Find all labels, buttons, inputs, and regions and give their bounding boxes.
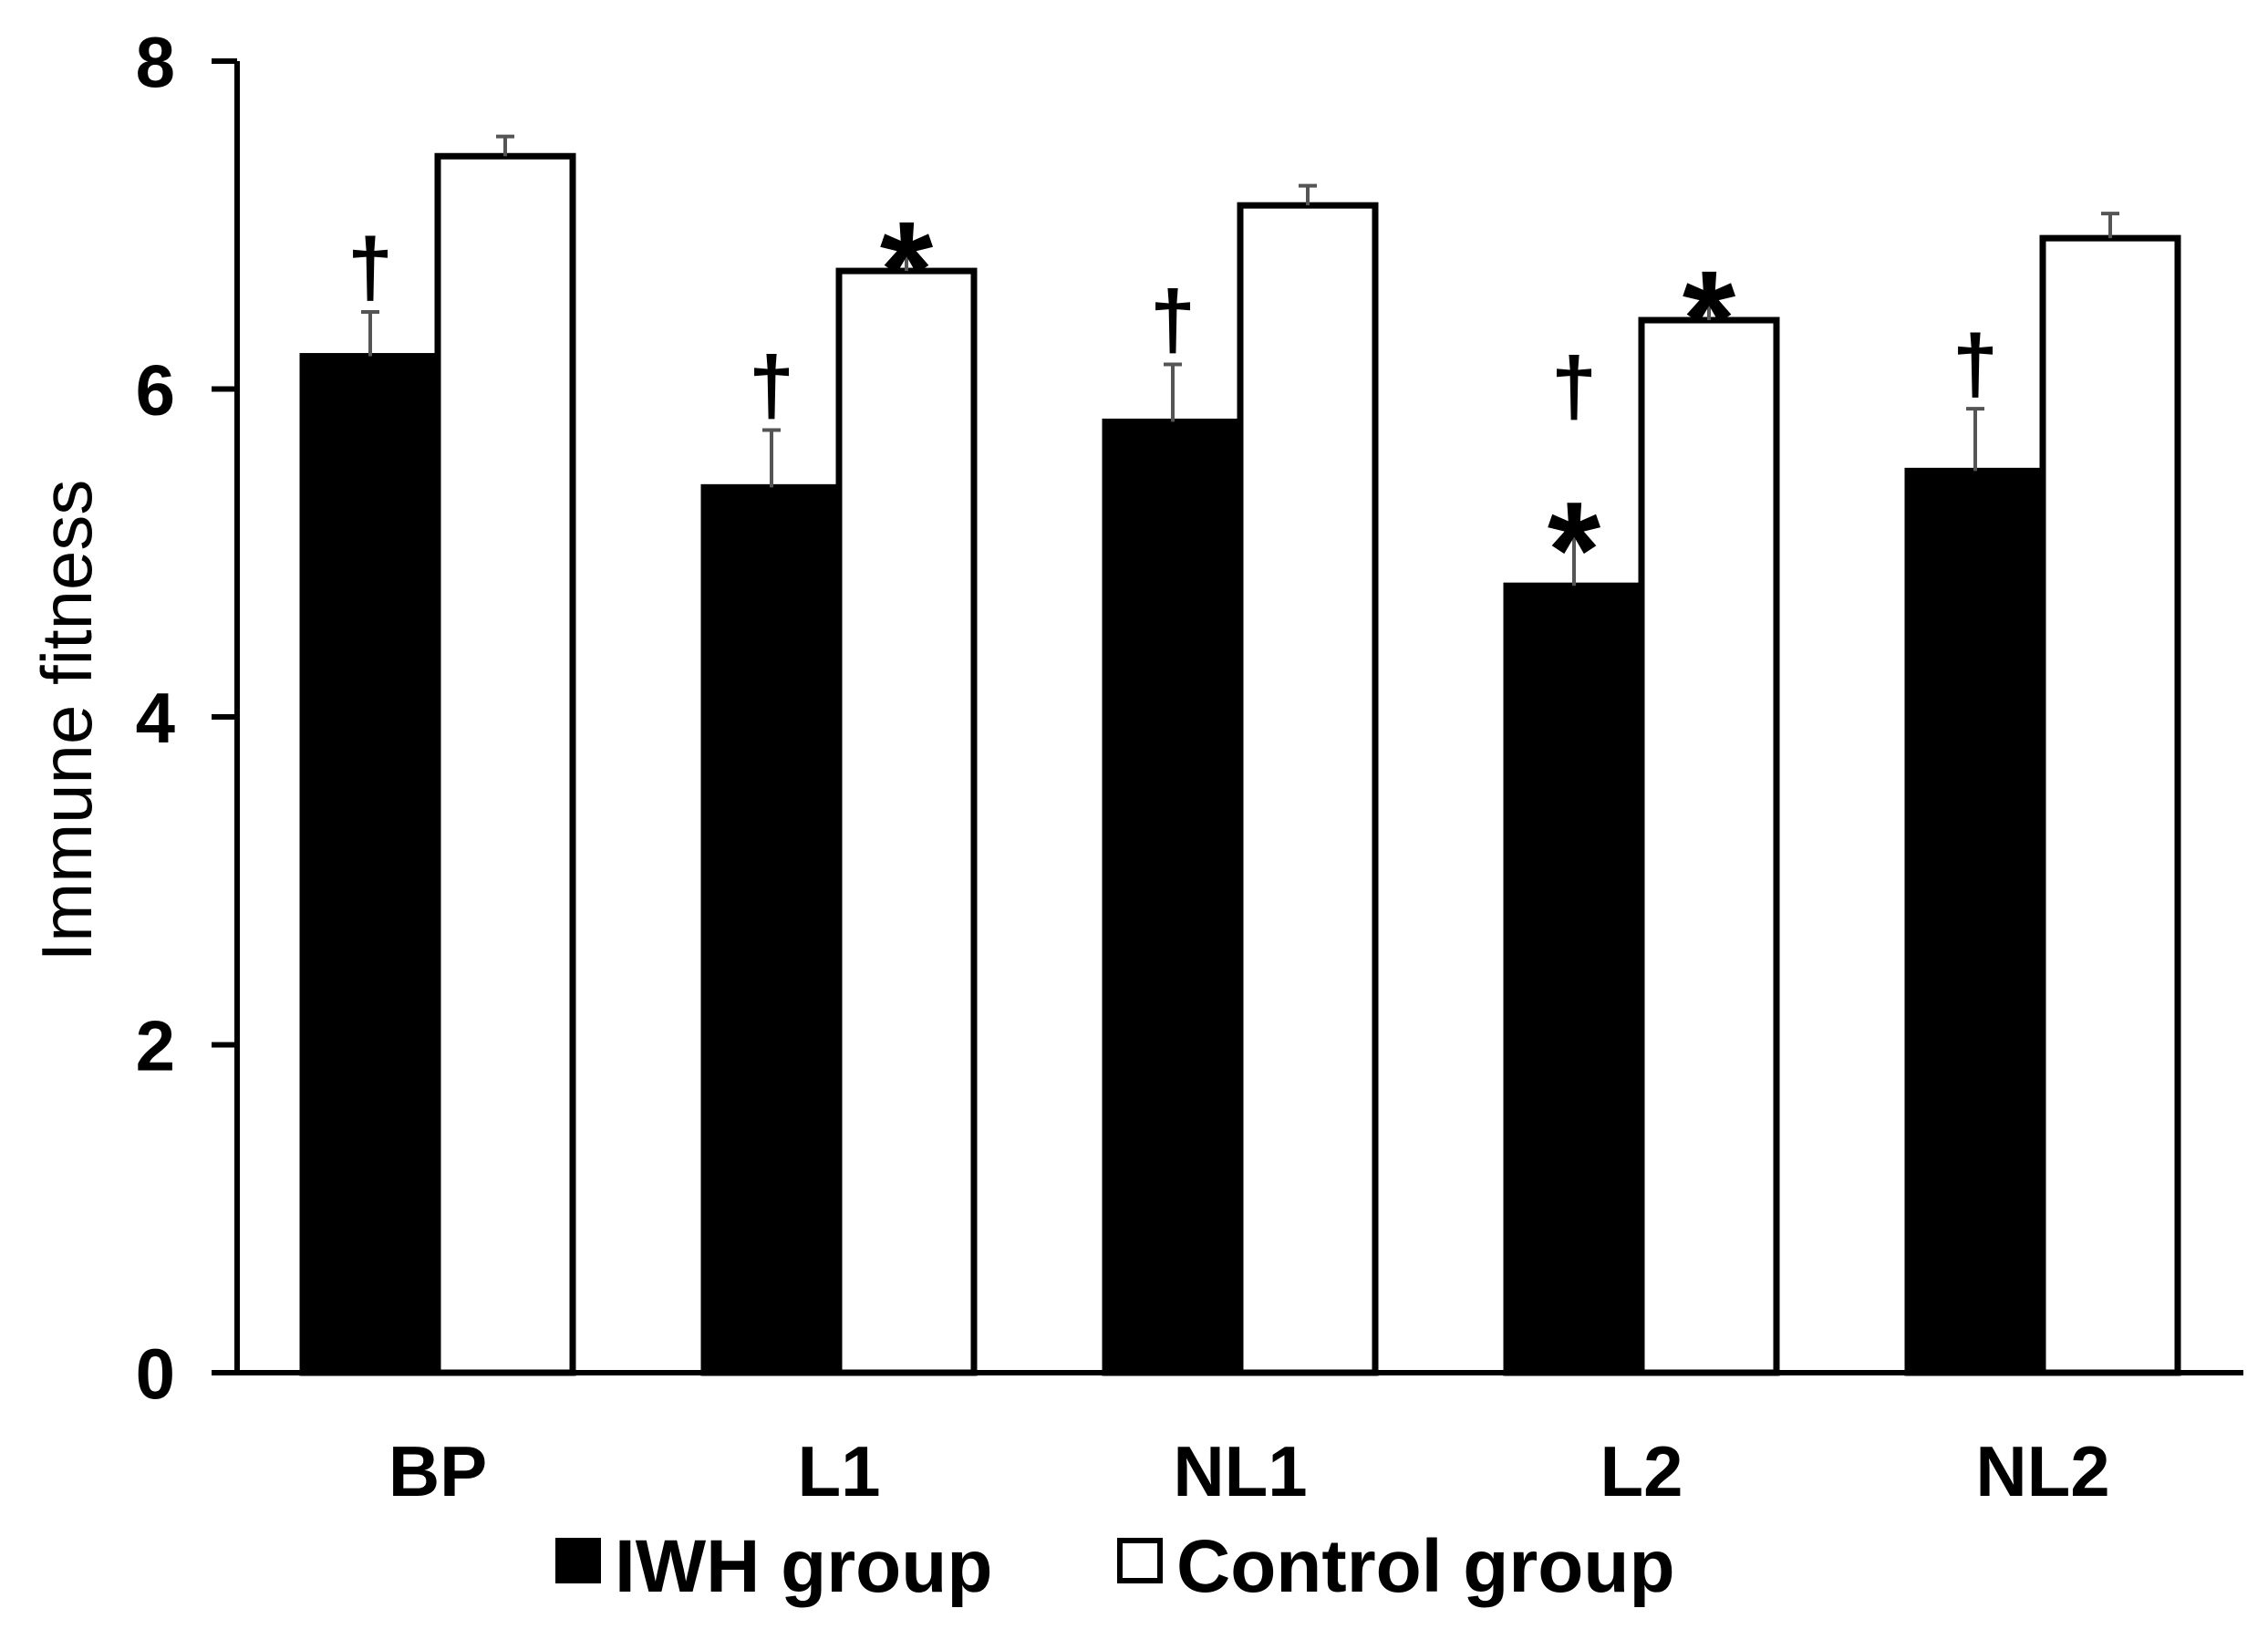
bar-iwh-group-nl1: [1102, 418, 1244, 1376]
y-tick-label: 0: [136, 1333, 175, 1414]
bar-iwh-group-nl2: [1904, 467, 2046, 1376]
y-axis-label: Immune fitness: [26, 480, 107, 962]
x-tick-label-l2: L2: [1600, 1431, 1683, 1511]
x-tick-label-l1: L1: [797, 1431, 880, 1511]
significance-dagger: †: [1551, 341, 1597, 432]
bar-control-group-nl1: [1237, 202, 1379, 1376]
significance-dagger: †: [749, 340, 794, 431]
bar-control-group-l1: [835, 267, 978, 1376]
x-tick-label-bp: BP: [388, 1431, 487, 1511]
significance-dagger: †: [347, 223, 393, 314]
significance-dagger: †: [1952, 319, 1998, 410]
legend: IWH group Control group: [555, 1525, 1675, 1608]
legend-swatch-iwh-group: [555, 1538, 601, 1583]
significance-dagger: †: [1150, 275, 1196, 367]
bar-iwh-group-bp: [299, 353, 441, 1376]
x-tick-label-nl1: NL1: [1173, 1431, 1307, 1511]
legend-label-control-group: Control group: [1176, 1525, 1675, 1608]
bar-control-group-bp: [434, 152, 576, 1376]
bar-control-group-l2: [1638, 317, 1780, 1376]
bar-iwh-group-l1: [700, 483, 843, 1376]
bar-control-group-nl2: [2039, 234, 2181, 1376]
y-tick-label: 6: [136, 350, 175, 431]
x-tick-label-nl2: NL2: [1975, 1431, 2109, 1511]
legend-swatch-control-group: [1117, 1538, 1163, 1583]
y-tick-label: 2: [136, 1006, 175, 1086]
significance-asterisk: *: [1683, 242, 1736, 395]
bar-iwh-group-l2: [1503, 582, 1645, 1376]
y-tick-label: 8: [136, 22, 175, 102]
significance-asterisk: *: [880, 192, 934, 346]
legend-label-iwh-group: IWH group: [615, 1525, 992, 1608]
significance-asterisk: *: [1548, 472, 1601, 626]
y-tick-label: 4: [136, 678, 175, 758]
